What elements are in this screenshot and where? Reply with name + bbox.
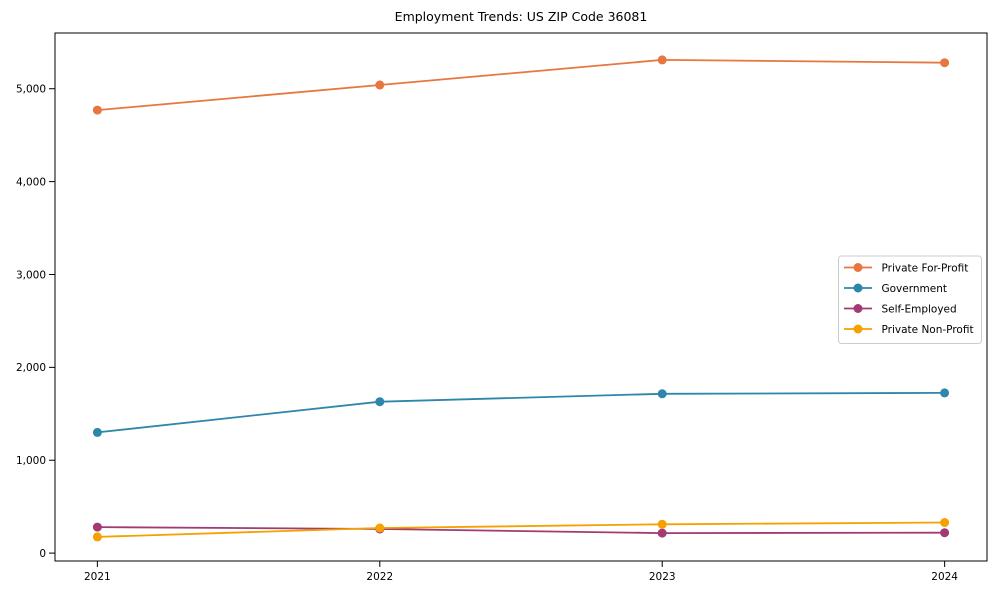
data-point-self-employed-2021 <box>92 522 102 532</box>
legend-item-government: Government <box>844 283 947 295</box>
y-axis-tick-label: 0 <box>39 548 46 560</box>
legend-box <box>838 255 982 344</box>
data-point-government-2022 <box>375 397 385 407</box>
data-point-government-2021 <box>92 427 102 437</box>
data-point-private-for-profit-2024 <box>940 58 950 68</box>
data-point-private-non-profit-2022 <box>375 523 385 533</box>
data-point-private-for-profit-2021 <box>92 105 102 115</box>
data-point-government-2024 <box>940 388 950 398</box>
legend-label: Government <box>882 283 947 295</box>
legend-label: Private Non-Profit <box>882 324 974 336</box>
data-point-government-2023 <box>657 389 667 399</box>
chart-title: Employment Trends: US ZIP Code 36081 <box>394 9 648 24</box>
data-point-self-employed-2023 <box>657 528 667 538</box>
data-point-self-employed-2024 <box>940 528 950 538</box>
data-point-private-for-profit-2023 <box>657 55 667 65</box>
y-axis-tick-label: 1,000 <box>16 455 46 467</box>
series-line-private-non-profit <box>97 521 945 538</box>
y-axis-tick-label: 2,000 <box>16 362 46 374</box>
y-axis-tick-label: 4,000 <box>16 176 46 188</box>
x-axis-tick-label: 2022 <box>366 571 393 583</box>
legend-label: Private For-Profit <box>882 262 969 274</box>
x-axis-tick-label: 2021 <box>84 571 111 583</box>
axes-frame <box>54 32 988 562</box>
legend-marker-self-employed <box>853 304 863 313</box>
legend-marker-private-for-profit <box>853 263 863 272</box>
legend-item-self-employed: Self-Employed <box>844 303 957 315</box>
y-axis-tick-label: 5,000 <box>16 84 46 96</box>
data-point-private-for-profit-2022 <box>375 80 385 90</box>
data-point-private-non-profit-2024 <box>940 518 950 527</box>
legend-marker-government <box>853 283 863 293</box>
data-point-private-non-profit-2023 <box>657 519 667 529</box>
legend-item-private-non-profit: Private Non-Profit <box>844 324 974 336</box>
x-axis-tick-label: 2023 <box>649 571 676 583</box>
legend-label: Self-Employed <box>882 303 957 315</box>
series-line-self-employed <box>97 526 945 535</box>
y-axis-tick-label: 3,000 <box>16 269 46 281</box>
legend: Private For-Profit Government Self-Employe… <box>838 255 982 344</box>
legend-marker-private-non-profit <box>853 324 863 334</box>
legend-item-private-for-profit: Private For-Profit <box>844 262 968 274</box>
data-point-private-non-profit-2021 <box>92 532 102 542</box>
series-line-government <box>97 392 945 434</box>
series-line-private-for-profit <box>97 58 945 111</box>
x-axis-tick-label: 2024 <box>931 571 958 583</box>
